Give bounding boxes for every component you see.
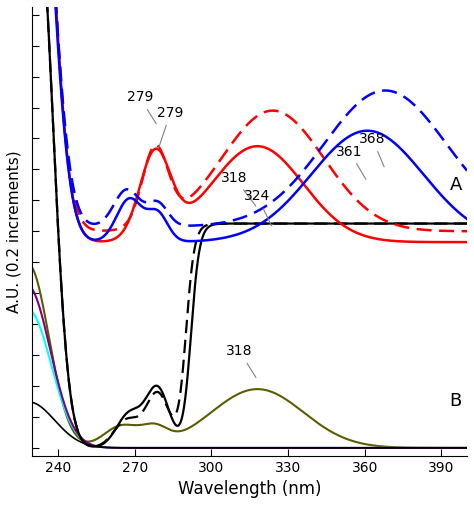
Y-axis label: A.U. (0.2 increments): A.U. (0.2 increments) (7, 150, 22, 313)
Text: 279: 279 (127, 90, 156, 124)
Text: 318: 318 (221, 171, 255, 206)
Text: B: B (450, 392, 462, 411)
Text: 279: 279 (157, 106, 183, 148)
Text: A: A (449, 176, 462, 194)
X-axis label: Wavelength (nm): Wavelength (nm) (178, 480, 321, 498)
Text: 368: 368 (359, 132, 386, 167)
Text: 318: 318 (226, 344, 256, 377)
Text: 361: 361 (336, 144, 366, 179)
Text: 324: 324 (244, 189, 272, 226)
